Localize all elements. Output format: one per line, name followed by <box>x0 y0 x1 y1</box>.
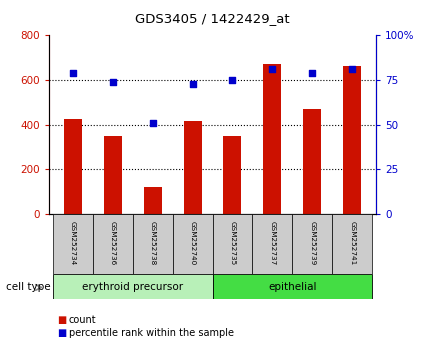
Bar <box>292 214 332 274</box>
Bar <box>252 214 292 274</box>
Bar <box>133 214 173 274</box>
Bar <box>264 64 281 214</box>
Point <box>109 79 116 85</box>
Bar <box>53 274 212 299</box>
Bar <box>332 214 372 274</box>
Text: percentile rank within the sample: percentile rank within the sample <box>69 328 234 338</box>
Bar <box>53 214 93 274</box>
Text: cell type: cell type <box>6 282 50 292</box>
Text: GSM252735: GSM252735 <box>230 221 235 266</box>
Bar <box>212 214 252 274</box>
Point <box>269 67 276 72</box>
Point <box>229 77 236 83</box>
Text: ■: ■ <box>57 315 67 325</box>
Bar <box>184 121 201 214</box>
Bar <box>224 136 241 214</box>
Point <box>349 67 356 72</box>
Bar <box>212 274 372 299</box>
Point <box>309 70 316 76</box>
Bar <box>64 119 82 214</box>
Text: GDS3405 / 1422429_at: GDS3405 / 1422429_at <box>135 12 290 25</box>
Point <box>189 81 196 86</box>
Text: erythroid precursor: erythroid precursor <box>82 282 183 292</box>
Text: count: count <box>69 315 96 325</box>
Bar <box>93 214 133 274</box>
Bar <box>303 109 321 214</box>
Text: GSM252736: GSM252736 <box>110 221 116 266</box>
Text: GSM252739: GSM252739 <box>309 221 315 266</box>
Bar <box>343 65 361 214</box>
Point <box>149 120 156 126</box>
Text: GSM252740: GSM252740 <box>190 221 196 266</box>
Text: GSM252741: GSM252741 <box>349 221 355 266</box>
Text: GSM252737: GSM252737 <box>269 221 275 266</box>
Bar <box>173 214 212 274</box>
Bar <box>104 136 122 214</box>
Text: GSM252738: GSM252738 <box>150 221 156 266</box>
Bar <box>144 187 162 214</box>
Point <box>69 70 76 76</box>
Text: epithelial: epithelial <box>268 282 317 292</box>
Text: ■: ■ <box>57 328 67 338</box>
Text: GSM252734: GSM252734 <box>70 221 76 266</box>
